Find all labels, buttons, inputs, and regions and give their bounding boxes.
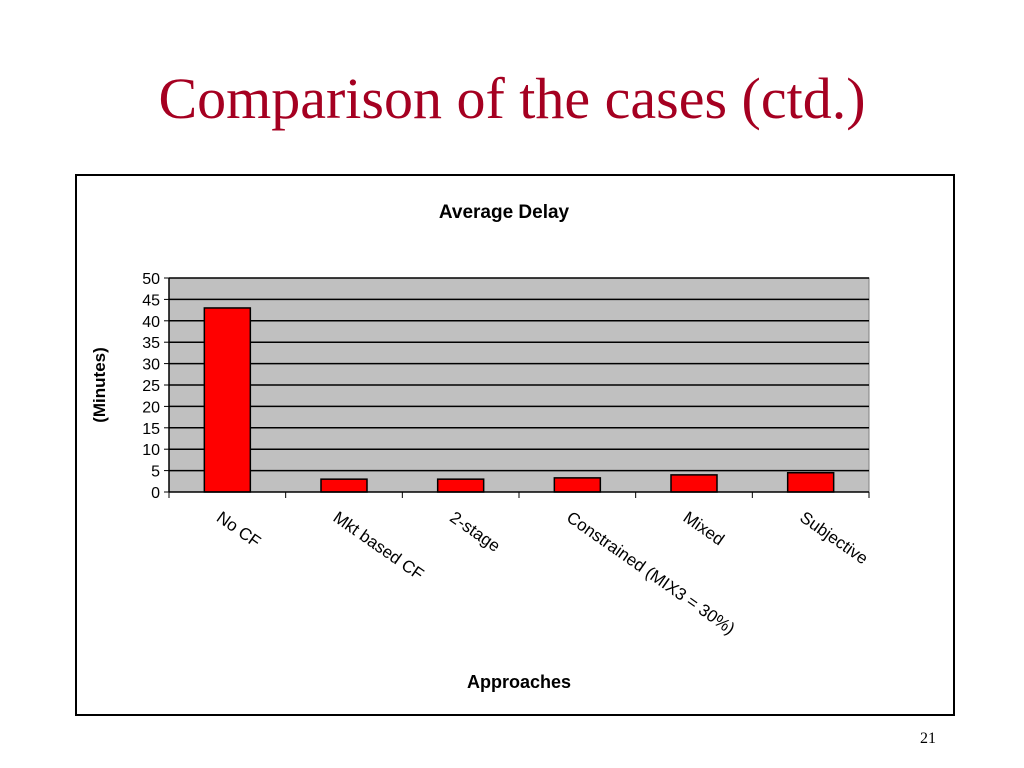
y-tick-label: 35 <box>142 335 160 352</box>
x-tick-label: No CF <box>213 508 264 552</box>
y-tick-label: 10 <box>142 442 160 459</box>
bars <box>203 307 835 493</box>
page-number: 21 <box>920 730 936 747</box>
chart-frame: Average Delay 0 5 10 15 20 25 30 35 40 45 50 No CF… <box>75 174 955 716</box>
bar <box>436 478 485 493</box>
y-tick-label: 50 <box>142 271 160 288</box>
bar <box>553 477 602 493</box>
x-axis-label: Approaches <box>467 672 571 692</box>
x-tick-label: Subjective <box>796 508 871 569</box>
slide-title: Comparison of the cases (ctd.) <box>158 66 866 131</box>
y-tick-label: 45 <box>142 292 160 309</box>
y-axis-label: (Minutes) <box>90 347 109 423</box>
x-tick-labels: No CF Mkt based CF 2-stage Constrained (MIX… <box>213 508 871 639</box>
bar <box>203 307 252 493</box>
bar <box>670 474 718 493</box>
bar <box>786 471 835 493</box>
grid-lines <box>169 277 869 472</box>
y-tick-labels: 0 5 10 15 20 25 30 35 40 45 50 <box>142 271 160 502</box>
y-tick-label: 0 <box>151 485 160 502</box>
axes <box>164 277 870 498</box>
x-tick-label: 2-stage <box>446 508 503 556</box>
chart-title: Average Delay <box>439 202 570 223</box>
y-tick-label: 40 <box>142 314 160 331</box>
x-tick-label: Mixed <box>680 508 728 550</box>
y-tick-label: 15 <box>142 421 160 438</box>
y-tick-label: 20 <box>142 399 160 416</box>
y-tick-label: 25 <box>142 378 160 395</box>
bar-chart: Average Delay 0 5 10 15 20 25 30 35 40 45 50 No CF… <box>90 202 872 692</box>
y-tick-label: 30 <box>142 357 160 374</box>
bar <box>320 478 368 493</box>
x-tick-label: Mkt based CF <box>330 508 428 584</box>
y-tick-label: 5 <box>151 464 160 481</box>
